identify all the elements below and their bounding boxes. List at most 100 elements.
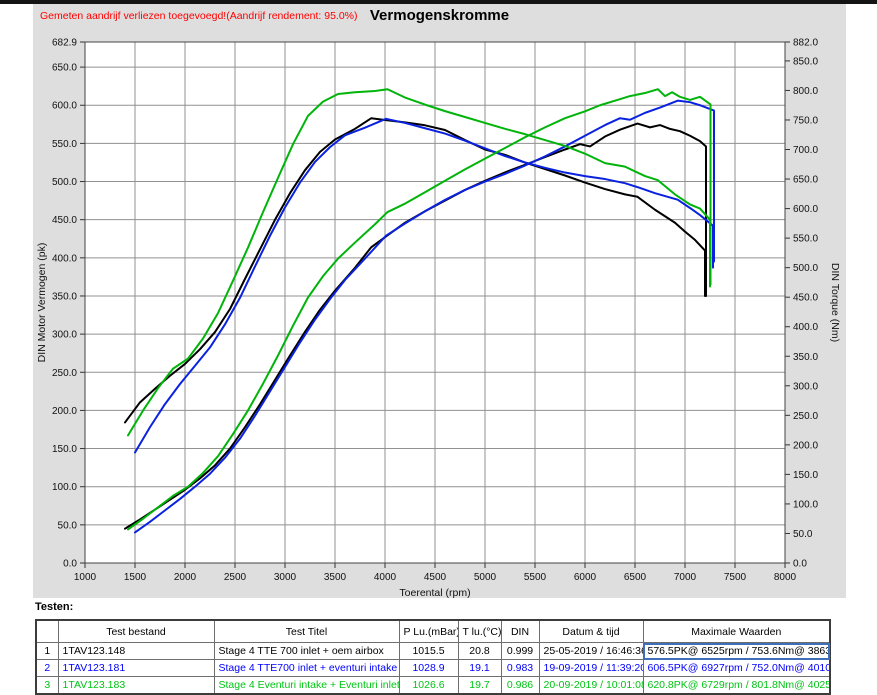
test-bestand-cell: 1TAV123.183 <box>57 676 215 695</box>
right-tick-label: 700.0 <box>793 145 818 156</box>
test-titel-cell: Stage 4 TTE 700 inlet + oem airbox <box>213 642 400 660</box>
col-header-datum-tijd: Datum & tijd <box>538 619 644 643</box>
p-lu-cell: 1015.5 <box>398 642 459 660</box>
datum-tijd-cell: 20-09-2019 / 10:01:08 <box>538 676 644 695</box>
right-tick-label: 250.0 <box>793 411 818 422</box>
left-tick-label: 350.0 <box>52 291 77 302</box>
t-lu-cell: 19.1 <box>457 659 502 677</box>
right-tick-label: 500.0 <box>793 263 818 274</box>
table-row[interactable]: 1 1TAV123.148 Stage 4 TTE 700 inlet + oe… <box>35 642 831 660</box>
right-tick-label: 200.0 <box>793 440 818 451</box>
right-tick-label: 300.0 <box>793 381 818 392</box>
table-row[interactable]: 2 1TAV123.181 Stage 4 TTE700 inlet + eve… <box>35 659 831 677</box>
x-tick-label: 7500 <box>724 572 747 583</box>
col-header-test-titel: Test Titel <box>213 619 400 643</box>
test-titel-cell: Stage 4 Eventuri intake + Eventuri inlet <box>213 676 400 695</box>
left-tick-label: 100.0 <box>52 482 77 493</box>
right-tick-label: 650.0 <box>793 175 818 186</box>
power-torque-chart: 682.9 650.0 600.0 550.0 500.0 450.0 400.0 350.0… <box>36 38 841 599</box>
left-tick-label: 250.0 <box>52 368 77 379</box>
x-tick-label: 1000 <box>74 572 97 583</box>
col-header-index <box>35 619 59 643</box>
left-axis-title: DIN Motor Vermogen (pk) <box>36 243 48 363</box>
maximale-waarden-cell: 606.5PK@ 6927rpm / 752.0Nm@ 4010rpm <box>642 659 831 677</box>
left-tick-label: 0.0 <box>63 559 77 570</box>
left-tick-label: 150.0 <box>52 444 77 455</box>
col-header-t-lu: T lu.(°C) <box>457 619 502 643</box>
row-number: 2 <box>35 659 59 677</box>
power-curve-2 <box>127 88 712 531</box>
p-lu-cell: 1028.9 <box>398 659 459 677</box>
chart-title: Vermogenskromme <box>369 7 510 24</box>
right-tick-label: 0.0 <box>793 559 807 570</box>
left-tick-label: 300.0 <box>52 330 77 341</box>
x-tick-label: 7000 <box>674 572 697 583</box>
table-header-row: Test bestand Test Titel P Lu.(mBar) T lu… <box>35 619 831 643</box>
torque-curve-2 <box>127 88 711 437</box>
test-bestand-cell: 1TAV123.181 <box>57 659 215 677</box>
left-tick-label: 400.0 <box>52 253 77 264</box>
tests-table-caption: Testen: <box>35 601 74 613</box>
col-header-test-bestand: Test bestand <box>57 619 215 643</box>
col-header-maximale-waarden: Maximale Waarden <box>642 619 831 643</box>
right-tick-label: 450.0 <box>793 293 818 304</box>
right-tick-label: 750.0 <box>793 115 818 126</box>
maximale-waarden-cell: 620.8PK@ 6729rpm / 801.8Nm@ 4025rpm <box>642 676 831 695</box>
din-cell: 0.999 <box>500 642 540 660</box>
left-tick-label: 550.0 <box>52 139 77 150</box>
din-cell: 0.983 <box>500 659 540 677</box>
test-titel-cell: Stage 4 TTE700 inlet + eventuri intake <box>213 659 400 677</box>
right-tick-label: 400.0 <box>793 322 818 333</box>
x-tick-label: 3000 <box>274 572 297 583</box>
col-header-p-lu: P Lu.(mBar) <box>398 619 459 643</box>
t-lu-cell: 20.8 <box>457 642 502 660</box>
power-curve-1 <box>134 99 715 534</box>
test-bestand-cell: 1TAV123.148 <box>57 642 215 660</box>
x-axis-title: Toerental (rpm) <box>399 587 470 598</box>
dyno-chart-panel: Gemeten aandrijf verliezen toegevoegd!(A… <box>33 4 846 598</box>
x-tick-label: 3500 <box>324 572 347 583</box>
gridlines <box>84 42 786 564</box>
left-tick-label: 682.9 <box>52 38 77 49</box>
left-tick-label: 50.0 <box>58 520 78 531</box>
x-tick-label: 4500 <box>424 572 447 583</box>
drivetrain-loss-note: Gemeten aandrijf verliezen toegevoegd!(A… <box>40 10 358 22</box>
x-tick-label: 5000 <box>474 572 497 583</box>
col-header-din: DIN <box>500 619 540 643</box>
x-tick-label: 6000 <box>574 572 597 583</box>
row-number: 1 <box>35 642 59 660</box>
right-tick-label: 550.0 <box>793 234 818 245</box>
curves <box>124 88 715 534</box>
x-tick-label: 6500 <box>624 572 647 583</box>
axes: 682.9 650.0 600.0 550.0 500.0 450.0 400.0 350.0… <box>52 38 818 584</box>
right-tick-label: 350.0 <box>793 352 818 363</box>
left-tick-label: 600.0 <box>52 101 77 112</box>
x-tick-label: 5500 <box>524 572 547 583</box>
table-row[interactable]: 3 1TAV123.183 Stage 4 Eventuri intake + … <box>35 676 831 695</box>
right-axis-title: DIN Torque (Nm) <box>829 263 841 342</box>
right-tick-label: 600.0 <box>793 204 818 215</box>
x-tick-label: 1500 <box>124 572 147 583</box>
left-tick-label: 450.0 <box>52 215 77 226</box>
t-lu-cell: 19.7 <box>457 676 502 695</box>
left-tick-label: 650.0 <box>52 63 77 74</box>
right-tick-label: 850.0 <box>793 56 818 67</box>
plot-border <box>84 41 786 564</box>
x-tick-label: 2500 <box>224 572 247 583</box>
x-tick-label: 4000 <box>374 572 397 583</box>
x-tick-label: 8000 <box>774 572 797 583</box>
p-lu-cell: 1026.6 <box>398 676 459 695</box>
right-tick-label: 150.0 <box>793 470 818 481</box>
datum-tijd-cell: 19-09-2019 / 11:39:20 <box>538 659 644 677</box>
row-number: 3 <box>35 676 59 695</box>
right-tick-label: 100.0 <box>793 499 818 510</box>
x-tick-label: 2000 <box>174 572 197 583</box>
left-tick-label: 200.0 <box>52 406 77 417</box>
datum-tijd-cell: 25-05-2019 / 16:46:36 <box>538 642 644 660</box>
maximale-waarden-cell-selected[interactable]: 576.5PK@ 6525rpm / 753.6Nm@ 3863rpm <box>642 642 831 660</box>
right-tick-label: 882.0 <box>793 38 818 49</box>
right-tick-label: 800.0 <box>793 86 818 97</box>
tests-table: Test bestand Test Titel P Lu.(mBar) T lu… <box>35 619 831 695</box>
left-tick-label: 500.0 <box>52 177 77 188</box>
window-top-border <box>0 0 877 4</box>
